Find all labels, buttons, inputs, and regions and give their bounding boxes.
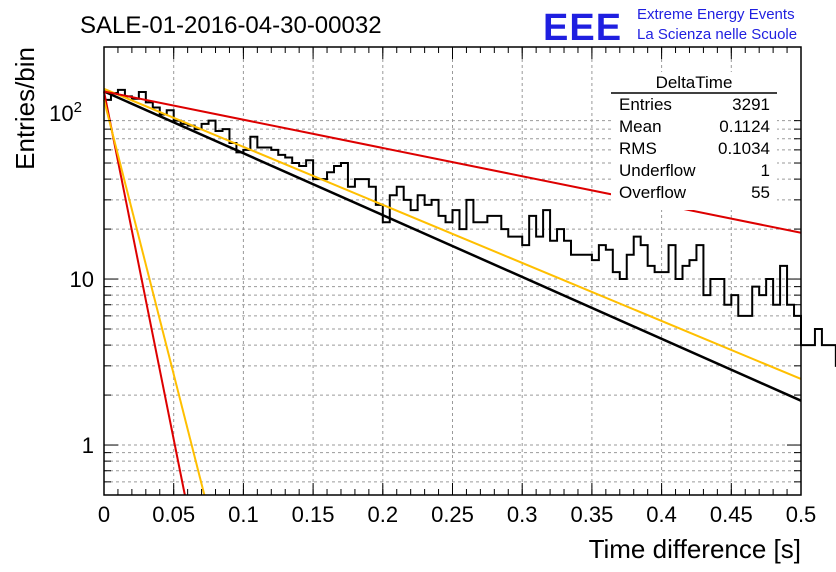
fit-line-3 <box>103 91 186 496</box>
x-tick-label: 0.3 <box>507 502 538 527</box>
stats-value: 0.1034 <box>718 139 770 158</box>
fit-line-4 <box>103 99 206 496</box>
x-axis-label: Time difference [s] <box>589 534 801 564</box>
stats-value: 1 <box>761 161 770 180</box>
stats-label: Underflow <box>619 161 696 180</box>
x-tick-label: 0.5 <box>786 502 817 527</box>
y-tick-label: 1 <box>82 433 94 458</box>
stats-value: 55 <box>751 183 770 202</box>
histogram <box>104 88 836 367</box>
y-axis-label: Entries/bin <box>10 47 40 170</box>
fit-line-0 <box>103 90 802 402</box>
y-tick-label: 102 <box>49 99 82 126</box>
stats-label: Entries <box>619 95 672 114</box>
x-tick-label: 0 <box>98 502 110 527</box>
logo-line2: La Scienza nelle Scuole <box>637 26 797 43</box>
chart-title: SALE-01-2016-04-30-00032 <box>80 12 382 39</box>
logo-line1: Extreme Energy Events <box>637 6 795 23</box>
x-tick-label: 0.35 <box>570 502 613 527</box>
stats-value: 3291 <box>732 95 770 114</box>
x-tick-label: 0.1 <box>228 502 259 527</box>
stats-label: RMS <box>619 139 657 158</box>
x-tick-label: 0.2 <box>368 502 399 527</box>
histogram-line <box>104 88 836 367</box>
x-tick-label: 0.45 <box>710 502 753 527</box>
axis-ticks: 0 0.05 0.1 0.15 0.2 0.25 0.3 0.35 0.4 0.45 0.5 1 10 1… <box>49 47 816 527</box>
stats-title: DeltaTime <box>656 73 733 92</box>
eee-logo: EEE Extreme Energy Events La Scienza nel… <box>543 6 797 49</box>
stats-label: Overflow <box>619 183 687 202</box>
stats-box: DeltaTime Entries 3291 Mean 0.1124 RMS 0.1034… <box>611 72 777 210</box>
x-tick-label: 0.4 <box>646 502 677 527</box>
x-tick-label: 0.25 <box>431 502 474 527</box>
fit-line-1 <box>103 87 802 380</box>
x-tick-label: 0.05 <box>152 502 195 527</box>
plot-frame <box>103 46 802 496</box>
stats-value: 0.1124 <box>719 117 770 136</box>
y-tick-label: 10 <box>70 267 94 292</box>
x-tick-label: 0.15 <box>292 502 335 527</box>
stats-label: Mean <box>619 117 662 136</box>
logo-mark: EEE <box>543 7 622 49</box>
